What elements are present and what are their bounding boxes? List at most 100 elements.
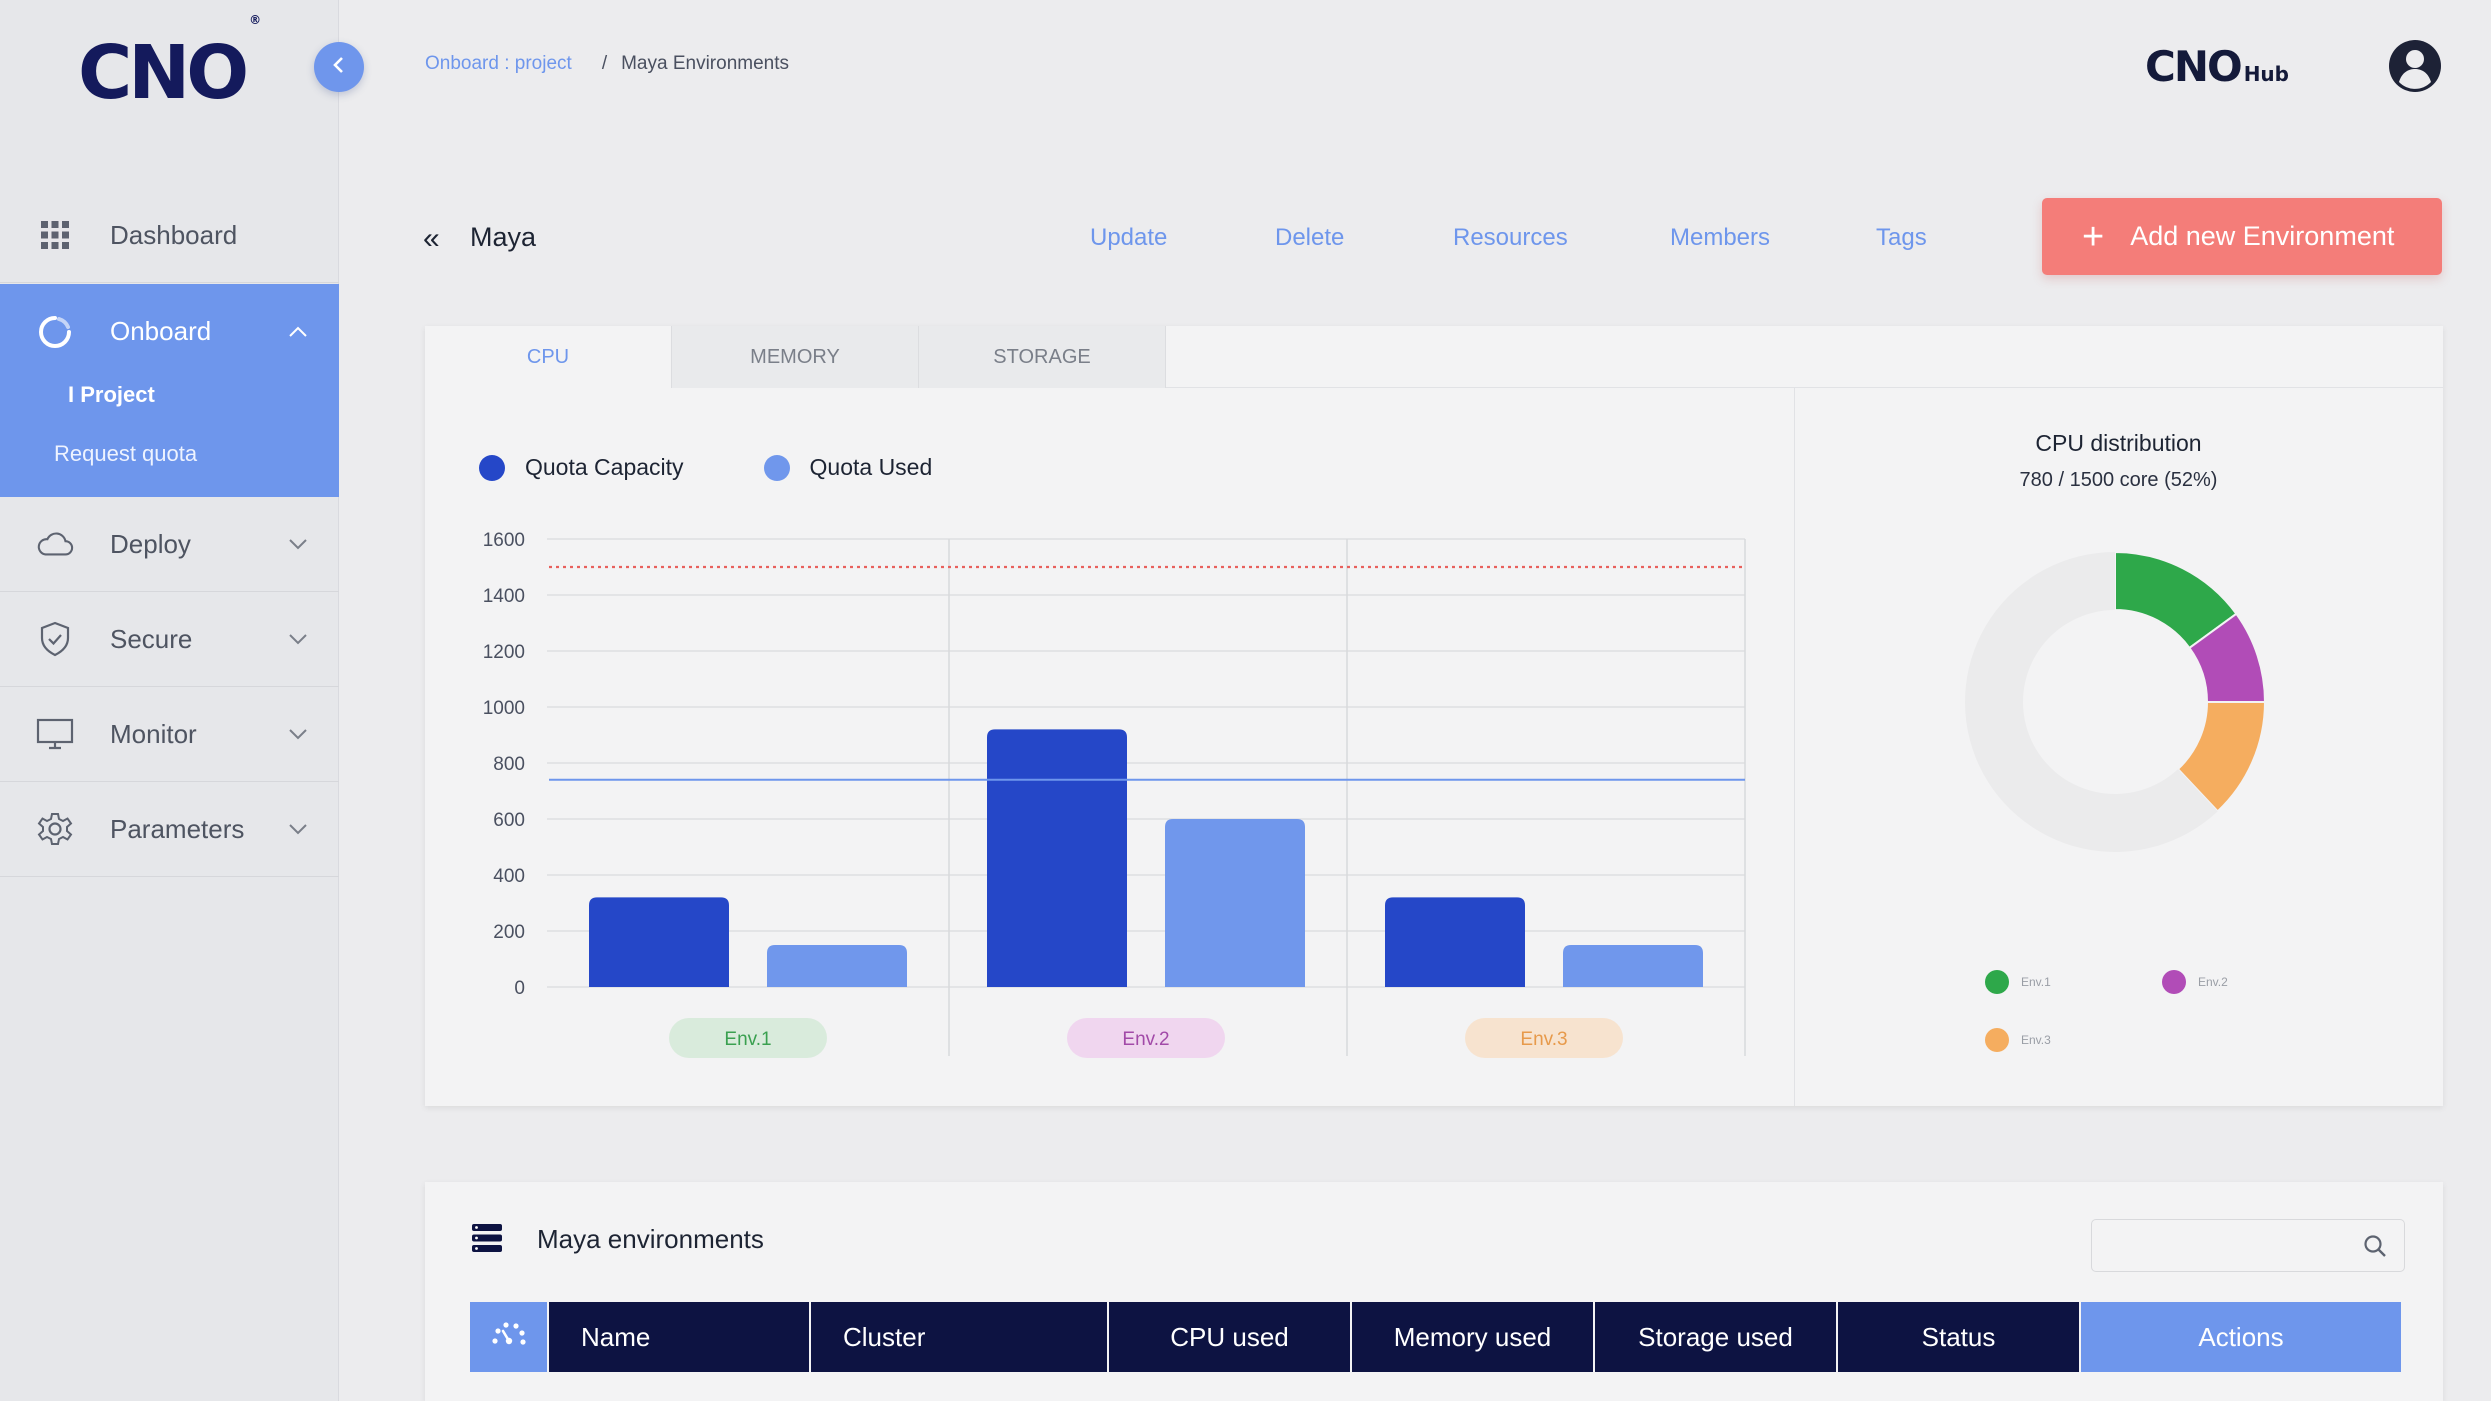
bar-capacity <box>589 897 729 987</box>
environments-table-card: Maya environments Name Cluster CPU used … <box>425 1182 2443 1401</box>
cpu-bar-chart: 0 200 400 600 800 1000 1200 1400 1600 Env.1 Env.2 E… <box>483 530 1746 1058</box>
legend-item-capacity: Quota Capacity <box>479 454 684 481</box>
breadcrumb: Onboard : project / Maya Environments <box>425 53 789 75</box>
page-title: Maya <box>470 222 537 252</box>
tab-storage[interactable]: STORAGE <box>919 326 1166 388</box>
x-tick-label: Env.3 <box>1520 1029 1567 1050</box>
sidebar-item-label: Deploy <box>110 528 191 559</box>
bar-capacity <box>1385 897 1525 987</box>
chevron-up-icon <box>286 320 310 344</box>
list-icon <box>471 1222 503 1254</box>
plus-icon: + <box>2082 215 2105 258</box>
donut-slice-remaining <box>1965 552 2218 852</box>
add-environment-label: Add new Environment <box>2130 221 2395 251</box>
category-pill <box>1465 1018 1623 1058</box>
column-header-memory-used[interactable]: Memory used <box>1352 1302 1595 1372</box>
sidebar-item-parameters[interactable]: Parameters <box>0 782 339 877</box>
column-header-cluster[interactable]: Cluster <box>811 1302 1109 1372</box>
update-link[interactable]: Update <box>1090 224 1168 251</box>
y-tick-label: 1200 <box>483 642 525 663</box>
sidebar-item-deploy[interactable]: Deploy <box>0 497 339 592</box>
donut-title: CPU distribution <box>2035 430 2202 456</box>
legend-dot <box>479 454 505 481</box>
legend-dot <box>2162 970 2186 994</box>
legend-dot <box>1985 1028 2009 1052</box>
donut-subtitle: 780 / 1500 core (52%) <box>2019 469 2218 491</box>
chevron-down-icon <box>286 722 310 746</box>
quota-chart-card: CPU MEMORY STORAGE Quota Capacity Quota … <box>425 326 2443 1106</box>
category-pill <box>669 1018 827 1058</box>
donut-legend-label: Env.2 <box>2198 975 2228 989</box>
y-tick-label: 400 <box>493 866 525 887</box>
column-header-cpu-used[interactable]: CPU used <box>1109 1302 1352 1372</box>
sidebar-item-secure[interactable]: Secure <box>0 592 339 687</box>
category-pill <box>1067 1018 1225 1058</box>
bar-used <box>1165 819 1305 987</box>
column-header-actions[interactable]: Actions <box>2081 1302 2401 1372</box>
add-environment-button[interactable]: + Add new Environment <box>2042 198 2442 275</box>
sidebar-item-label: Onboard <box>110 316 212 346</box>
chevron-down-icon <box>286 532 310 556</box>
sidebar-subitem-project[interactable]: I Project <box>68 382 155 407</box>
card-divider <box>1794 388 1795 1106</box>
cloud-icon <box>36 525 74 563</box>
bar-used <box>767 945 907 987</box>
hub-logo-suffix: Hub <box>2243 62 2289 86</box>
legend-label: Quota Used <box>809 454 933 480</box>
sidebar: CNO® Dashboard Onboard I Project Request… <box>0 0 339 1401</box>
y-tick-label: 0 <box>514 978 525 999</box>
donut-legend-env3: Env.3 <box>1985 1028 2051 1052</box>
logo-text: CNO <box>78 30 249 116</box>
sidebar-subitem-request-quota[interactable]: Request quota <box>54 441 198 466</box>
legend-item-used: Quota Used <box>763 454 933 481</box>
tags-link[interactable]: Tags <box>1876 224 1927 251</box>
delete-link[interactable]: Delete <box>1275 224 1345 251</box>
y-tick-label: 800 <box>493 754 525 775</box>
hub-logo-text: CNO <box>2145 42 2243 91</box>
sidebar-item-dashboard[interactable]: Dashboard <box>0 188 339 283</box>
donut-legend-label: Env.3 <box>2021 1033 2051 1047</box>
donut-legend-env1: Env.1 <box>1985 970 2051 994</box>
tab-memory[interactable]: MEMORY <box>672 326 919 388</box>
legend-dot <box>763 454 790 481</box>
column-header-storage-used[interactable]: Storage used <box>1595 1302 1838 1372</box>
chevron-down-icon <box>286 627 310 651</box>
donut-slice-env3 <box>2176 701 2267 813</box>
table-header: Name Cluster CPU used Memory used Storag… <box>470 1302 2401 1372</box>
onboard-submenu: I Project Request quota <box>0 362 339 497</box>
breadcrumb-parent-link[interactable]: Onboard : project <box>425 53 572 74</box>
resources-link[interactable]: Resources <box>1453 224 1568 251</box>
cno-logo[interactable]: CNO® <box>78 13 261 116</box>
user-avatar-icon[interactable] <box>2387 38 2443 94</box>
sidebar-item-label: Secure <box>110 623 193 654</box>
search-box[interactable] <box>2091 1219 2405 1272</box>
bar-chart-legend: Quota Capacity Quota Used <box>479 454 1012 481</box>
search-icon <box>2362 1233 2388 1259</box>
collapse-sidebar-button[interactable] <box>314 42 364 92</box>
x-tick-label: Env.1 <box>724 1029 771 1050</box>
select-all-column[interactable] <box>470 1302 549 1372</box>
legend-dot <box>1985 970 2009 994</box>
sidebar-item-label: Parameters <box>110 813 245 844</box>
y-tick-label: 200 <box>493 922 525 943</box>
breadcrumb-separator: / <box>601 53 608 74</box>
y-tick-label: 1000 <box>483 698 525 719</box>
dashboard-gauge-icon <box>489 1319 529 1356</box>
tab-cpu[interactable]: CPU <box>425 326 672 388</box>
members-link[interactable]: Members <box>1670 224 1771 251</box>
bar-capacity <box>987 729 1127 987</box>
sidebar-item-monitor[interactable]: Monitor <box>0 687 339 782</box>
legend-label: Quota Capacity <box>525 454 684 480</box>
back-button[interactable]: « <box>423 222 440 255</box>
shield-icon <box>36 620 74 658</box>
sidebar-item-label: Monitor <box>110 718 197 749</box>
grid-icon <box>36 216 74 254</box>
y-tick-label: 600 <box>493 810 525 831</box>
column-header-name[interactable]: Name <box>549 1302 811 1372</box>
resource-tabs: CPU MEMORY STORAGE <box>425 326 2443 388</box>
chevron-left-icon <box>331 55 347 80</box>
donut-legend-env2: Env.2 <box>2162 970 2228 994</box>
cno-hub-logo[interactable]: CNO Hub <box>2145 42 2289 91</box>
column-header-status[interactable]: Status <box>1838 1302 2081 1372</box>
chevron-down-icon <box>286 817 310 841</box>
